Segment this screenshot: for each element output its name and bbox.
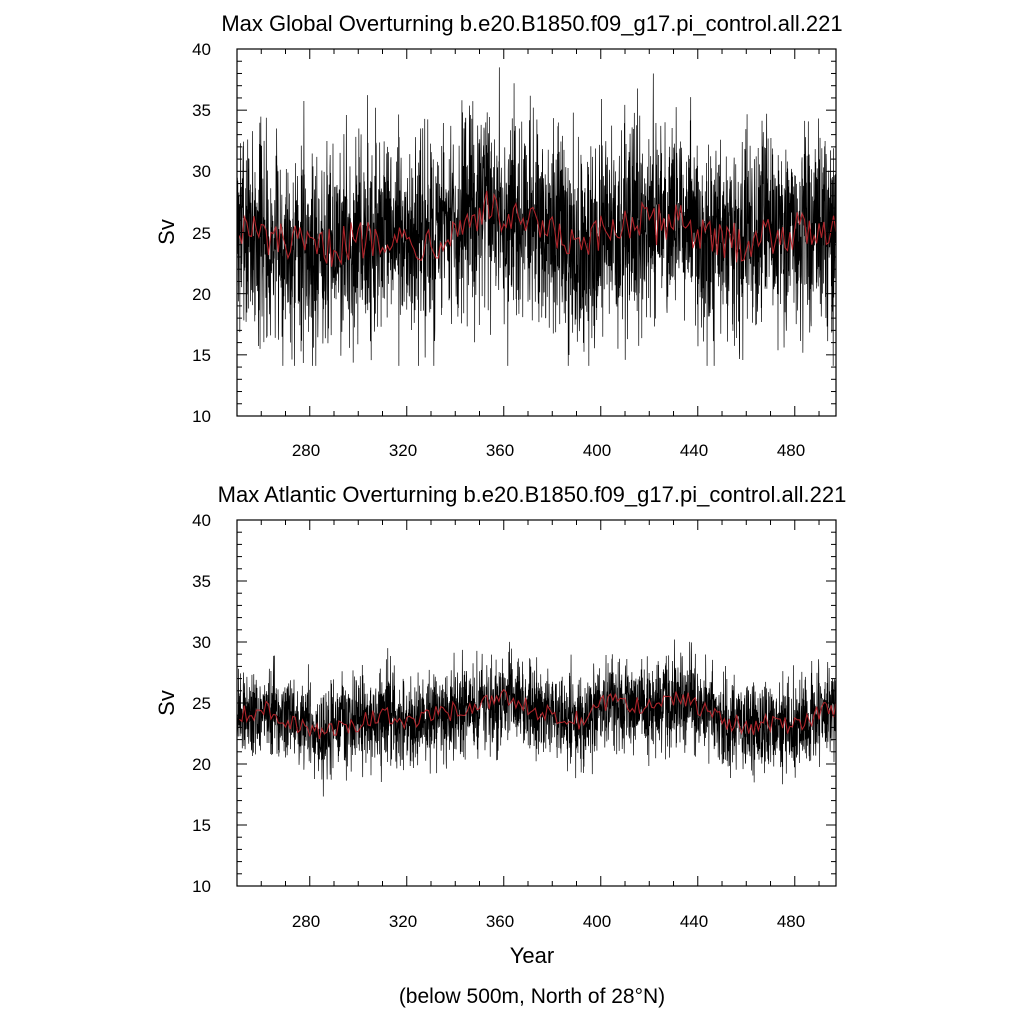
ytick-label: 30 — [192, 633, 211, 652]
ytick-label: 30 — [192, 162, 211, 181]
xtick-label: 400 — [583, 912, 611, 931]
ylabel-global: Sv — [154, 219, 179, 245]
series-annual-atlantic — [239, 688, 837, 740]
ytick-label: 40 — [192, 40, 211, 59]
xlabel: Year — [510, 943, 554, 968]
ytick-label: 10 — [192, 877, 211, 896]
plot-area-atlantic — [236, 639, 837, 797]
title-atlantic: Max Atlantic Overturning b.e20.B1850.f09… — [218, 482, 847, 507]
ytick-label: 15 — [192, 816, 211, 835]
ytick-label: 10 — [192, 407, 211, 426]
ylabel-atlantic: Sv — [154, 690, 179, 716]
ytick-label: 15 — [192, 346, 211, 365]
title-global: Max Global Overturning b.e20.B1850.f09_g… — [221, 11, 842, 36]
footnote: (below 500m, North of 28°N) — [399, 985, 665, 1008]
plot-area-global — [236, 67, 837, 366]
xtick-label: 320 — [389, 441, 417, 460]
xtick-label: 400 — [583, 441, 611, 460]
annual-mean-line — [238, 190, 837, 267]
xtick-label: 360 — [486, 912, 514, 931]
ytick-label: 25 — [192, 224, 211, 243]
panel-global: Max Global Overturning b.e20.B1850.f09_g… — [154, 11, 843, 460]
ytick-label: 35 — [192, 572, 211, 591]
xtick-label: 440 — [680, 441, 708, 460]
xticklabels-atlantic: 280 320 360 400 440 480 — [292, 912, 805, 931]
ytick-label: 20 — [192, 285, 211, 304]
ytick-label: 35 — [192, 101, 211, 120]
xtick-label: 360 — [486, 441, 514, 460]
ticks-atlantic — [237, 519, 836, 887]
ytick-label: 25 — [192, 694, 211, 713]
xtick-label: 480 — [777, 441, 805, 460]
xtick-label: 440 — [680, 912, 708, 931]
xtick-label: 320 — [389, 912, 417, 931]
xtick-label: 280 — [292, 441, 320, 460]
series-monthly-atlantic — [236, 639, 837, 797]
series-annual-global — [238, 190, 837, 267]
yticklabels-atlantic: 10 15 20 25 30 35 40 — [192, 511, 211, 896]
xtick-label: 480 — [777, 912, 805, 931]
panel-atlantic: Max Atlantic Overturning b.e20.B1850.f09… — [154, 482, 846, 968]
ytick-label: 20 — [192, 755, 211, 774]
monthly-line — [236, 639, 837, 797]
annual-mean-line — [239, 688, 837, 740]
xtick-label: 280 — [292, 912, 320, 931]
ytick-label: 40 — [192, 511, 211, 530]
ticks-global — [237, 48, 836, 417]
yticklabels-global: 10 15 20 25 30 35 40 — [192, 40, 211, 426]
xticklabels-global: 280 320 360 400 440 480 — [292, 441, 805, 460]
